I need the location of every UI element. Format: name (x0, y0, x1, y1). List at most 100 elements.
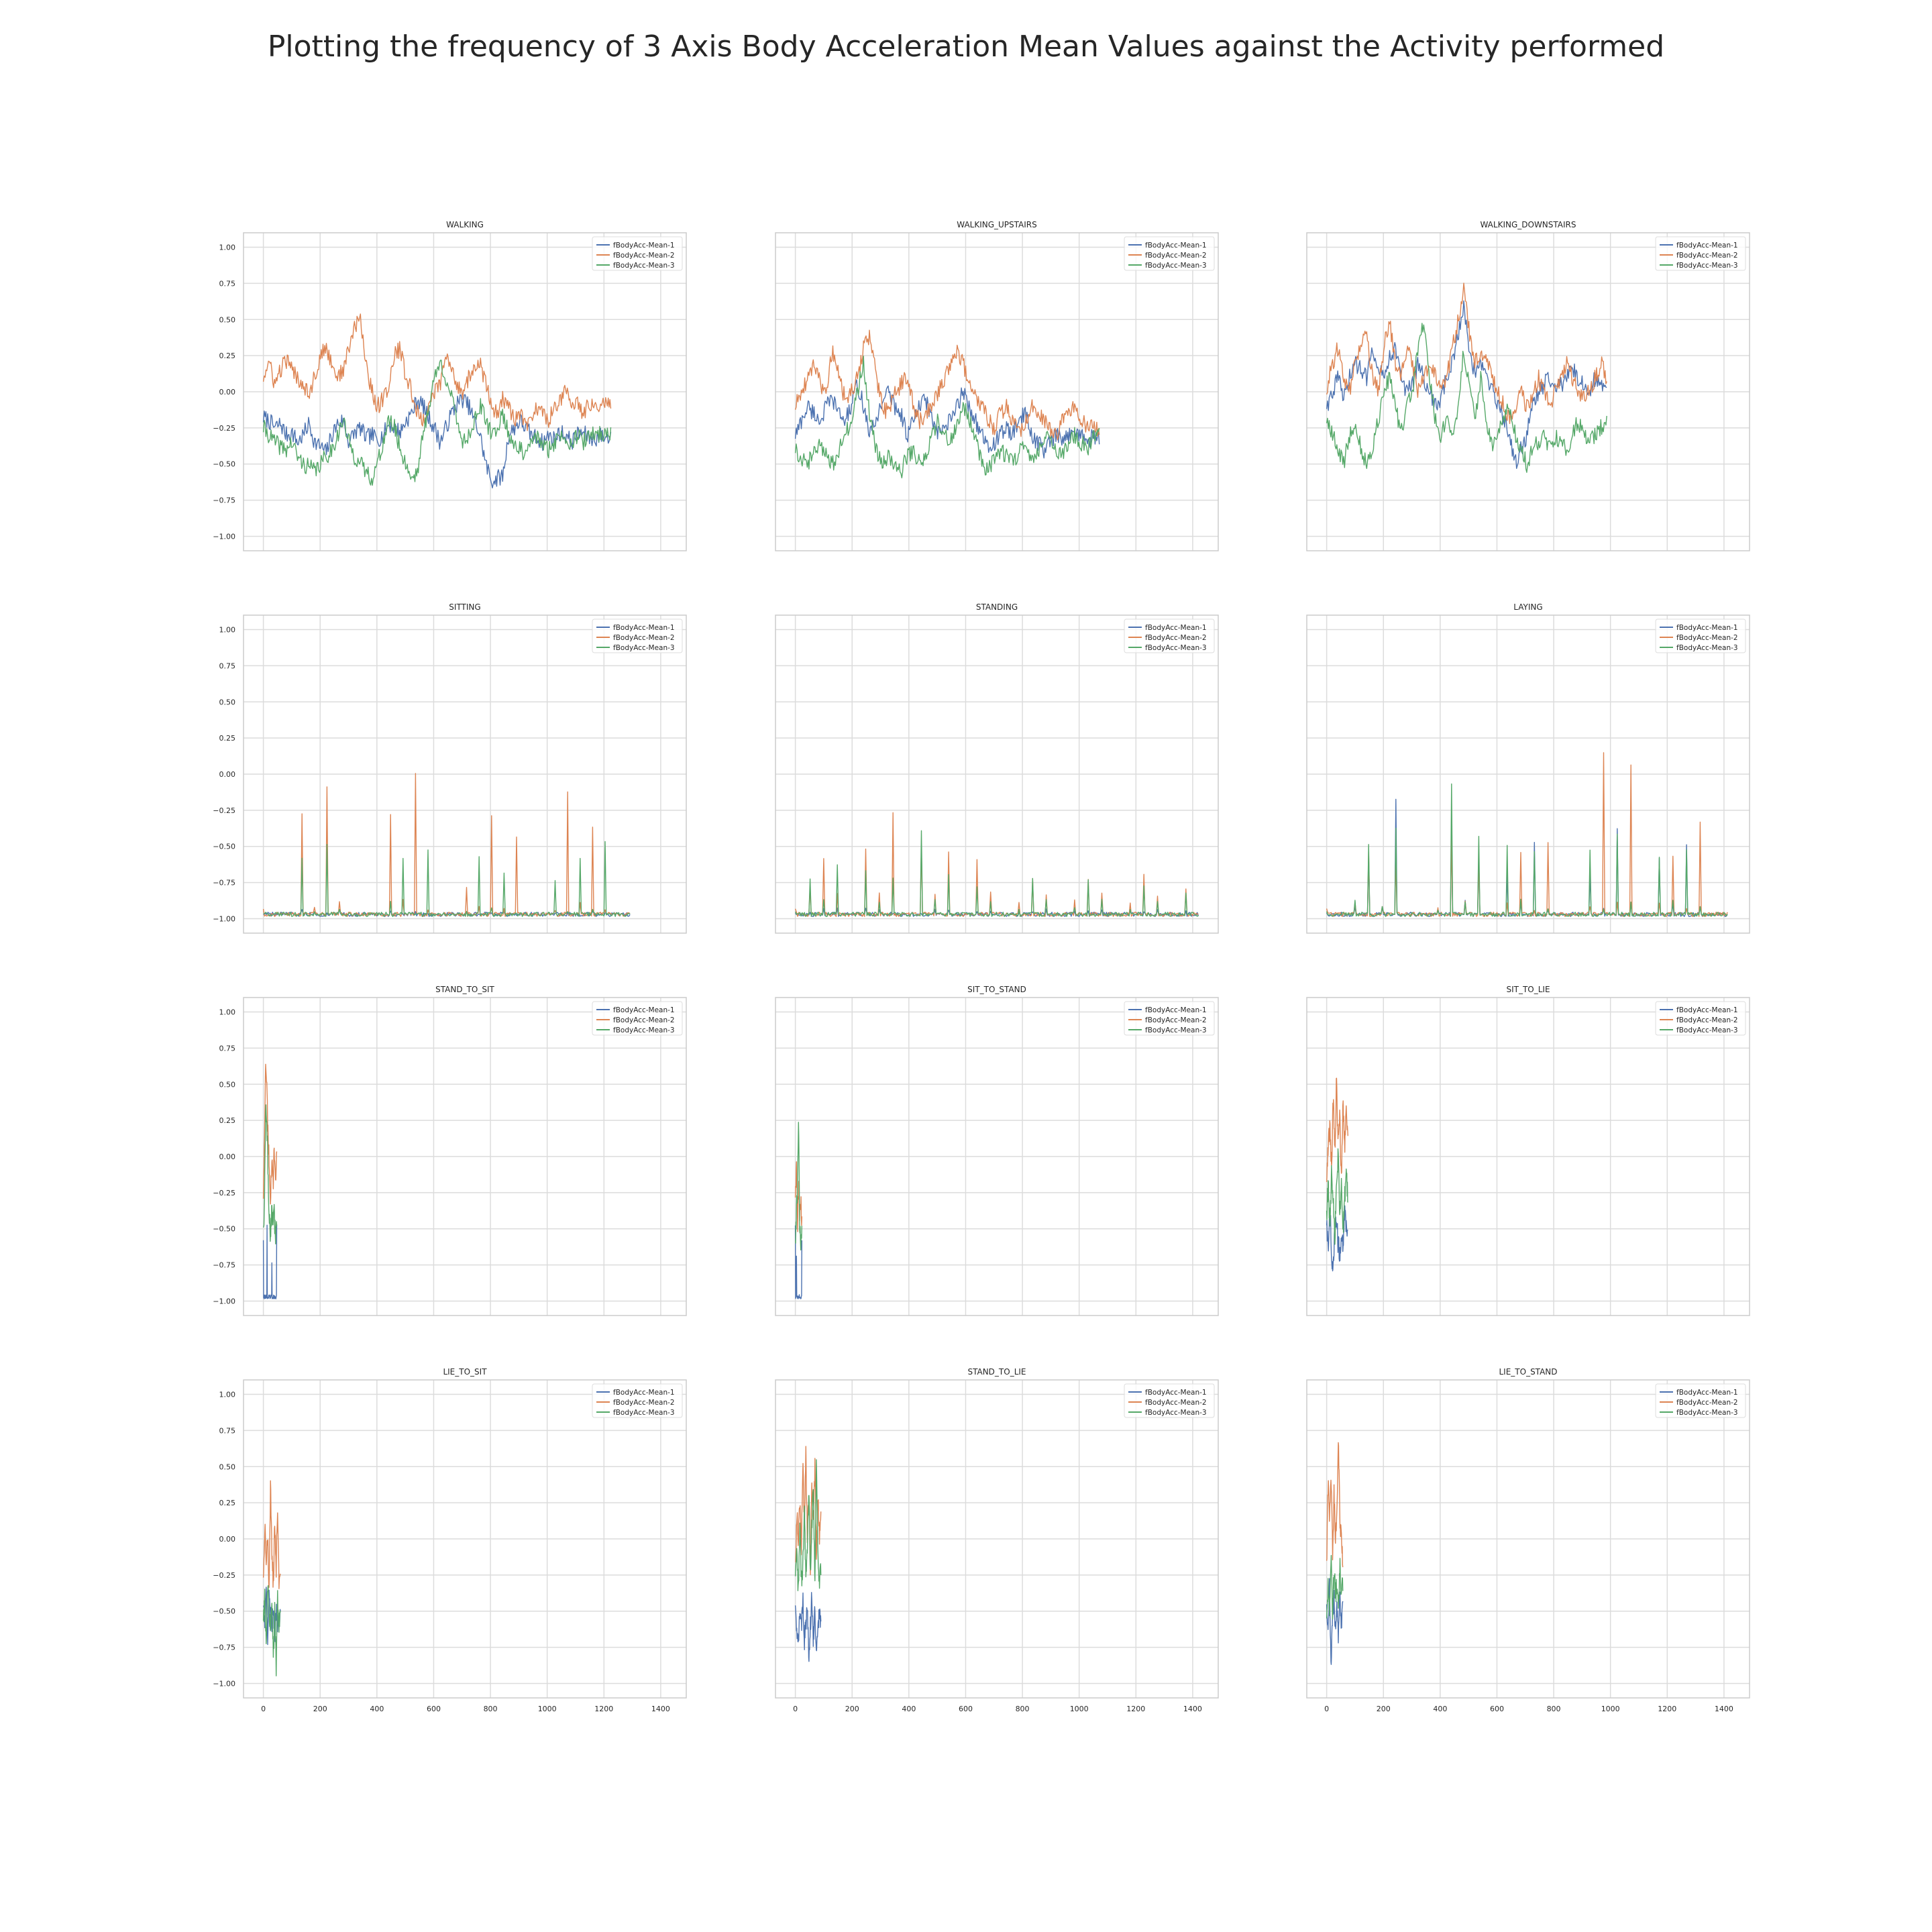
plot-frame (243, 614, 687, 934)
series-line-3 (794, 830, 1199, 917)
legend-box (1124, 1001, 1215, 1036)
legend-box (1655, 236, 1746, 271)
subplot-title: LAYING (1513, 602, 1542, 612)
series-line-2 (794, 1161, 802, 1232)
legend: fBodyAcc-Mean-1 fBodyAcc-Mean-2 fBodyAcc-M… (1124, 236, 1215, 271)
subplot-title: STAND_TO_SIT (435, 985, 494, 994)
legend-box (1124, 619, 1215, 653)
y-tick-label: 0.50 (219, 698, 236, 706)
legend-label: fBodyAcc-Mean-2 (1145, 634, 1207, 642)
figure-title: Plotting the frequency of 3 Axis Body Ac… (267, 30, 1665, 64)
x-tick-label: 200 (1377, 1705, 1391, 1713)
y-tick-label: 0.50 (219, 315, 236, 324)
subplot-sit-to-stand: SIT_TO_STANDfBodyAcc-Mean-1fBodyAcc-Mean… (775, 985, 1219, 1316)
legend-box (1124, 236, 1215, 271)
legend: fBodyAcc-Mean-1 fBodyAcc-Mean-2 fBodyAcc-M… (1124, 619, 1215, 653)
series-line-2 (262, 773, 631, 917)
subplot-standing: STANDINGfBodyAcc-Mean-1fBodyAcc-Mean-2fB… (775, 602, 1219, 934)
y-tick-label: 0.25 (219, 352, 236, 360)
legend-label: fBodyAcc-Mean-3 (613, 1026, 675, 1034)
plot-frame (775, 232, 1219, 551)
legend-label: fBodyAcc-Mean-2 (613, 634, 675, 642)
y-tick-label: 0.00 (219, 1535, 236, 1544)
series-line-2 (262, 1480, 281, 1589)
legend-label: fBodyAcc-Mean-1 (613, 1006, 675, 1014)
y-tick-label: 0.25 (219, 734, 236, 743)
y-tick-label: 0.75 (219, 279, 236, 288)
plot-frame (1306, 232, 1750, 551)
y-tick-label: −1.00 (213, 914, 235, 923)
legend-label: fBodyAcc-Mean-1 (1676, 241, 1738, 250)
legend-box (1124, 1383, 1215, 1418)
plot-frame (243, 997, 687, 1316)
series-line-2 (794, 812, 1199, 917)
legend-label: fBodyAcc-Mean-2 (1145, 252, 1207, 260)
legend: fBodyAcc-Mean-1 fBodyAcc-Mean-2 fBodyAcc-M… (592, 1001, 683, 1036)
legend-box (592, 619, 683, 653)
series-line-3 (262, 1585, 281, 1676)
x-tick-label: 800 (1547, 1705, 1561, 1713)
y-tick-label: 1.00 (219, 244, 236, 252)
plot-frame (1306, 614, 1750, 934)
legend-label: fBodyAcc-Mean-3 (1676, 644, 1738, 652)
series-line-3 (262, 1104, 278, 1244)
y-tick-label: 1.00 (219, 1008, 236, 1017)
legend-label: fBodyAcc-Mean-2 (1676, 1016, 1738, 1024)
x-tick-label: 1400 (1715, 1705, 1733, 1713)
subplot-sitting: SITTING −1.00 −0.75 −0.50 −0.25 0.00 0.25 0.50 0… (213, 602, 687, 934)
plot-frame (775, 1379, 1219, 1699)
y-tick-label: −1.00 (213, 1297, 235, 1305)
legend-label: fBodyAcc-Mean-1 (1145, 624, 1207, 632)
y-tick-label: 0.50 (219, 1462, 236, 1471)
series-line-3 (794, 1122, 802, 1250)
x-tick-label: 1400 (1183, 1705, 1202, 1713)
legend-label: fBodyAcc-Mean-3 (1145, 1409, 1207, 1417)
series-line-1 (1326, 300, 1607, 469)
legend-label: fBodyAcc-Mean-3 (613, 262, 675, 270)
y-tick-label: 0.75 (219, 661, 236, 670)
series-line-3 (1326, 1148, 1348, 1245)
series-line-3 (263, 841, 631, 917)
plot-frame (243, 232, 687, 551)
y-tick-label: 0.50 (219, 1080, 236, 1089)
series-line-2 (1326, 282, 1607, 425)
legend-label: fBodyAcc-Mean-2 (1676, 634, 1738, 642)
legend-box (592, 236, 683, 271)
legend-label: fBodyAcc-Mean-1 (613, 624, 675, 632)
series-line-1 (794, 379, 1100, 459)
x-tick-label: 0 (793, 1705, 798, 1713)
legend-label: fBodyAcc-Mean-3 (613, 1409, 675, 1417)
subplot-title: STAND_TO_LIE (967, 1367, 1026, 1377)
series-line-3 (1326, 783, 1728, 917)
x-tick-label: 0 (261, 1705, 266, 1713)
legend-label: fBodyAcc-Mean-2 (1145, 1016, 1207, 1024)
legend-box (1655, 1001, 1746, 1036)
x-tick-label: 600 (427, 1705, 441, 1713)
y-tick-label: −0.25 (213, 424, 235, 433)
subplot-title: LIE_TO_STAND (1499, 1367, 1557, 1377)
legend-label: fBodyAcc-Mean-1 (1676, 1389, 1738, 1397)
plot-frame (243, 1379, 687, 1699)
subplot-lie-to-stand: LIE_TO_STAND 0 200 400 600 800 1000 1200 1400 fBo… (1306, 1367, 1750, 1713)
legend-label: fBodyAcc-Mean-1 (1676, 1006, 1738, 1014)
y-tick-label: −0.75 (213, 879, 235, 888)
x-tick-label: 1000 (538, 1705, 557, 1713)
legend: fBodyAcc-Mean-1 fBodyAcc-Mean-2 fBodyAcc-M… (592, 619, 683, 653)
legend-label: fBodyAcc-Mean-3 (1676, 262, 1738, 270)
legend: fBodyAcc-Mean-1 fBodyAcc-Mean-2 fBodyAcc-M… (1124, 1001, 1215, 1036)
legend-label: fBodyAcc-Mean-1 (1145, 1389, 1207, 1397)
series-line-2 (1326, 1442, 1344, 1568)
legend: fBodyAcc-Mean-1 fBodyAcc-Mean-2 fBodyAcc-M… (592, 236, 683, 271)
y-tick-label: −1.00 (213, 1679, 235, 1688)
legend-label: fBodyAcc-Mean-2 (613, 1399, 675, 1407)
legend-label: fBodyAcc-Mean-3 (1145, 1026, 1207, 1034)
legend-box (592, 1001, 683, 1036)
legend: fBodyAcc-Mean-1 fBodyAcc-Mean-2 fBodyAcc-M… (1655, 1383, 1746, 1418)
y-tick-label: 0.25 (219, 1116, 236, 1125)
series-line-2 (262, 1063, 278, 1205)
legend: fBodyAcc-Mean-1 fBodyAcc-Mean-2 fBodyAcc-M… (1655, 619, 1746, 653)
legend-label: fBodyAcc-Mean-1 (613, 241, 675, 250)
legend-label: fBodyAcc-Mean-2 (1145, 1399, 1207, 1407)
x-tick-label: 400 (1433, 1705, 1447, 1713)
y-tick-label: 0.75 (219, 1426, 236, 1435)
